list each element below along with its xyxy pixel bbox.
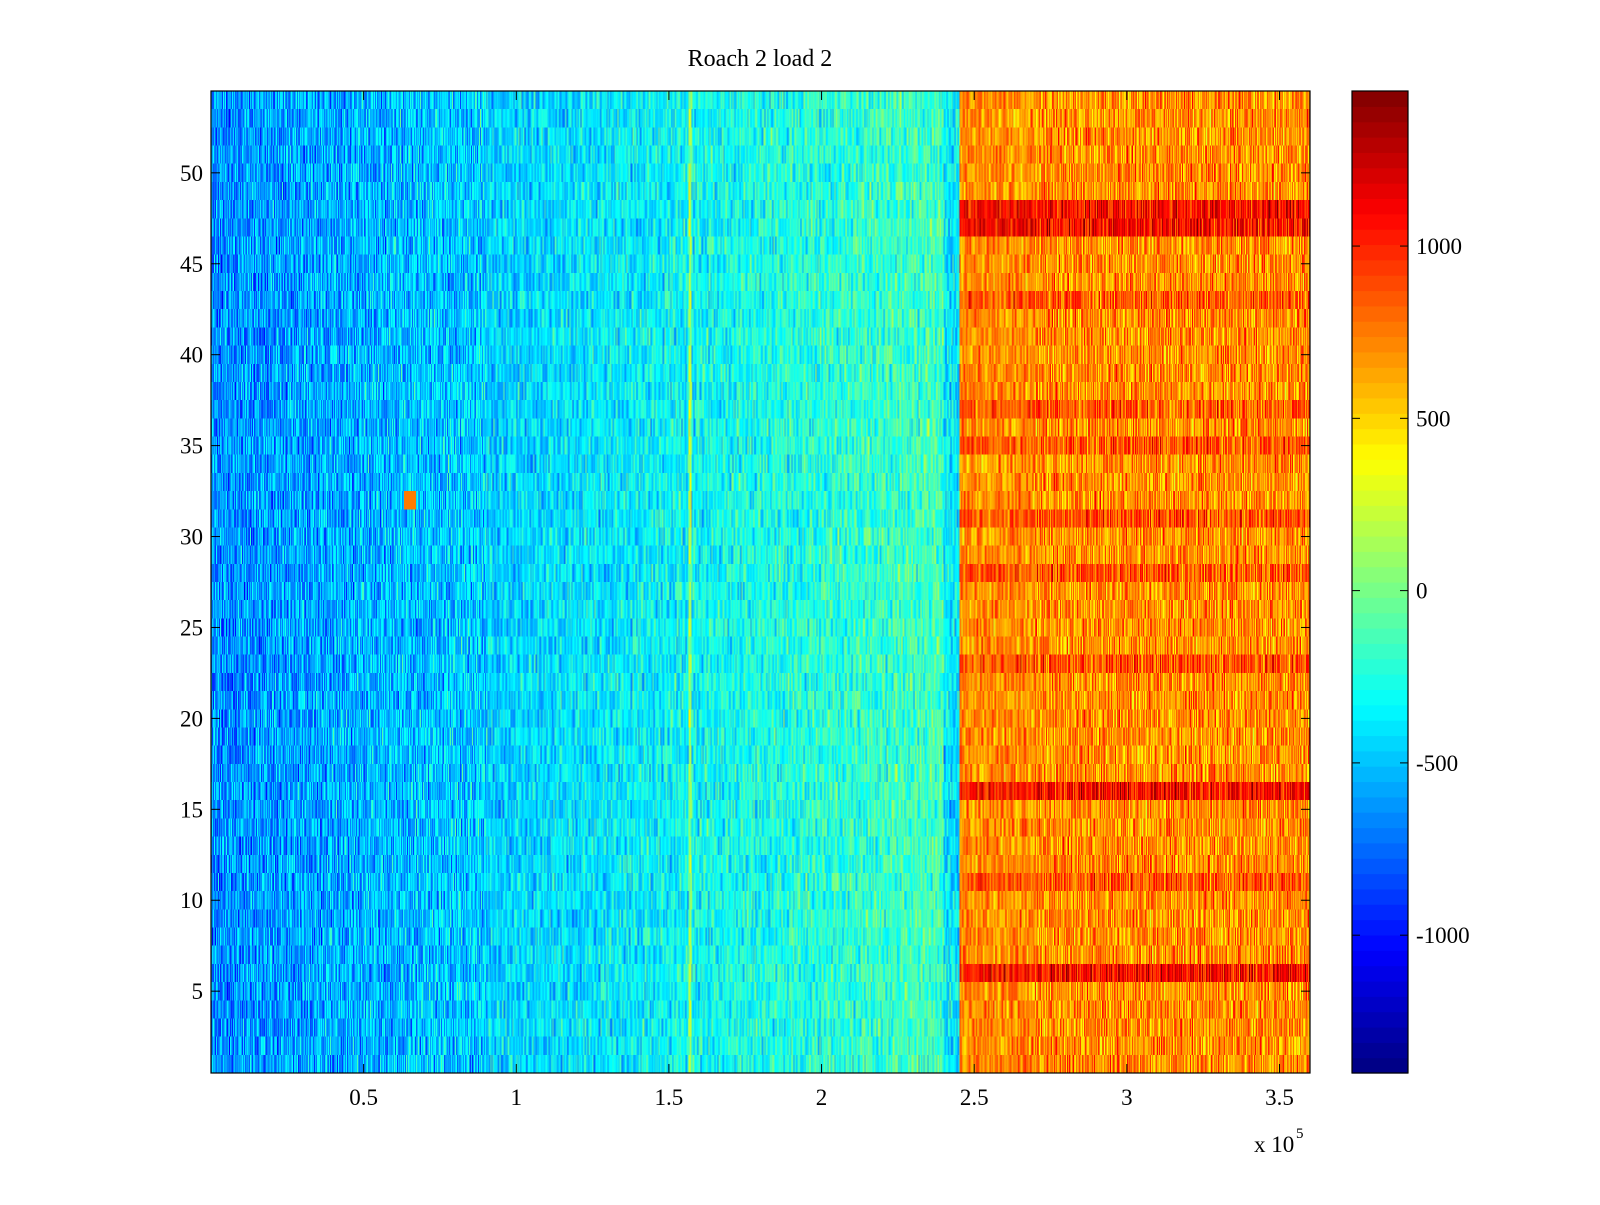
colorbar-swatch (1352, 489, 1408, 506)
y-tick-label: 20 (180, 706, 203, 731)
colorbar-swatch (1352, 290, 1408, 307)
colorbar-swatch (1352, 137, 1408, 153)
colorbar-swatch (1352, 919, 1408, 936)
colorbar-swatch (1352, 689, 1408, 706)
x-tick-label: 3.5 (1265, 1085, 1294, 1110)
x-tick-label: 1 (511, 1085, 523, 1110)
x-tick-label: 3 (1121, 1085, 1133, 1110)
colorbar-swatch (1352, 152, 1408, 169)
colorbar-swatch (1352, 397, 1408, 414)
colorbar-swatch (1352, 183, 1408, 200)
x-tick-label: 1.5 (655, 1085, 684, 1110)
y-tick-label: 45 (180, 252, 203, 277)
colorbar-swatch (1352, 796, 1408, 813)
colorbar-swatch (1352, 474, 1408, 491)
colorbar-swatch (1352, 213, 1408, 230)
x-tick-label: 2.5 (960, 1085, 989, 1110)
colorbar-swatch (1352, 766, 1408, 783)
colorbar-swatch (1352, 167, 1408, 184)
x-tick-label: 0.5 (349, 1085, 378, 1110)
colorbar-swatch (1352, 858, 1408, 875)
colorbar-axis: -1000 -500 0 500 1000 (1352, 234, 1470, 948)
colorbar-tick-label: 1000 (1416, 234, 1462, 259)
colorbar-swatch (1352, 1057, 1408, 1074)
colorbar-swatch (1352, 704, 1408, 721)
y-tick-label: 10 (180, 888, 203, 913)
colorbar-swatch (1352, 505, 1408, 522)
colorbar-swatch (1352, 904, 1408, 921)
y-tick-label: 25 (180, 615, 203, 640)
y-tick-label: 40 (180, 343, 203, 368)
colorbar-swatch (1352, 520, 1408, 537)
colorbar-swatch (1352, 965, 1408, 982)
y-axis: 5 10 15 20 25 30 35 40 45 50 (180, 161, 1310, 1004)
colorbar-swatch (1352, 336, 1408, 353)
colorbar-swatch (1352, 720, 1408, 737)
y-tick-label: 5 (192, 979, 204, 1004)
y-tick-label: 30 (180, 525, 203, 550)
x-axis-multiplier: x 10 (1254, 1132, 1294, 1157)
colorbar-swatch (1352, 827, 1408, 844)
x-axis-multiplier-exponent: 5 (1296, 1126, 1304, 1142)
colorbar-swatch (1352, 244, 1408, 261)
colorbar-swatch (1352, 428, 1408, 445)
colorbar-swatch (1352, 198, 1408, 215)
y-tick-label: 35 (180, 434, 203, 459)
colorbar-swatch (1352, 996, 1408, 1013)
colorbar-swatch (1352, 367, 1408, 384)
colorbar-swatch (1352, 934, 1408, 951)
y-tick-label: 15 (180, 797, 203, 822)
x-axis: 0.5 1 1.5 2 2.5 3 3.5 (349, 91, 1294, 1110)
plot-frame (210, 90, 1311, 1074)
colorbar-swatch (1352, 950, 1408, 967)
colorbar (1351, 90, 1409, 1074)
y-tick-label: 50 (180, 161, 203, 186)
colorbar-swatch (1352, 628, 1408, 644)
colorbar-swatch (1352, 888, 1408, 905)
colorbar-swatch (1352, 658, 1408, 675)
colorbar-swatch (1352, 980, 1408, 997)
colorbar-swatch (1352, 1026, 1408, 1043)
colorbar-swatch (1352, 106, 1408, 123)
colorbar-swatch (1352, 842, 1408, 859)
colorbar-swatch (1352, 382, 1408, 399)
colorbar-frame (1351, 90, 1409, 1074)
colorbar-swatch (1352, 413, 1408, 430)
colorbar-swatch (1352, 812, 1408, 829)
heatmap-cells (211, 91, 1310, 1073)
colorbar-tick-label: 500 (1416, 406, 1451, 431)
colorbar-swatch (1352, 259, 1408, 276)
colorbar-swatch (1352, 612, 1408, 629)
colorbar-tick-label: 0 (1416, 579, 1428, 604)
x-tick-label: 2 (816, 1085, 828, 1110)
colorbar-tick-label: -1000 (1416, 923, 1470, 948)
chart-title: Roach 2 load 2 (688, 46, 833, 72)
colorbar-tick-label: -500 (1416, 751, 1458, 776)
colorbar-swatch (1352, 443, 1408, 460)
colorbar-swatch (1352, 566, 1408, 583)
colorbar-swatch (1352, 305, 1408, 322)
colorbar-swatch (1352, 91, 1408, 107)
colorbar-swatch (1352, 582, 1408, 598)
colorbar-swatch (1352, 551, 1408, 568)
colorbar-swatch (1352, 229, 1408, 246)
colorbar-swatch (1352, 735, 1408, 752)
colorbar-swatch (1352, 750, 1408, 767)
colorbar-swatch (1352, 781, 1408, 798)
colorbar-swatch (1352, 121, 1408, 138)
colorbar-swatch (1352, 1042, 1408, 1059)
colorbar-swatch (1352, 275, 1408, 292)
heatmap-area (210, 90, 1311, 1074)
colorbar-swatch (1352, 643, 1408, 660)
colorbar-swatch (1352, 321, 1408, 338)
colorbar-swatch (1352, 1011, 1408, 1028)
colorbar-swatch (1352, 535, 1408, 552)
colorbar-swatch (1352, 351, 1408, 368)
colorbar-swatch (1352, 459, 1408, 476)
colorbar-swatch (1352, 597, 1408, 614)
colorbar-swatch (1352, 873, 1408, 890)
colorbar-swatch (1352, 674, 1408, 691)
